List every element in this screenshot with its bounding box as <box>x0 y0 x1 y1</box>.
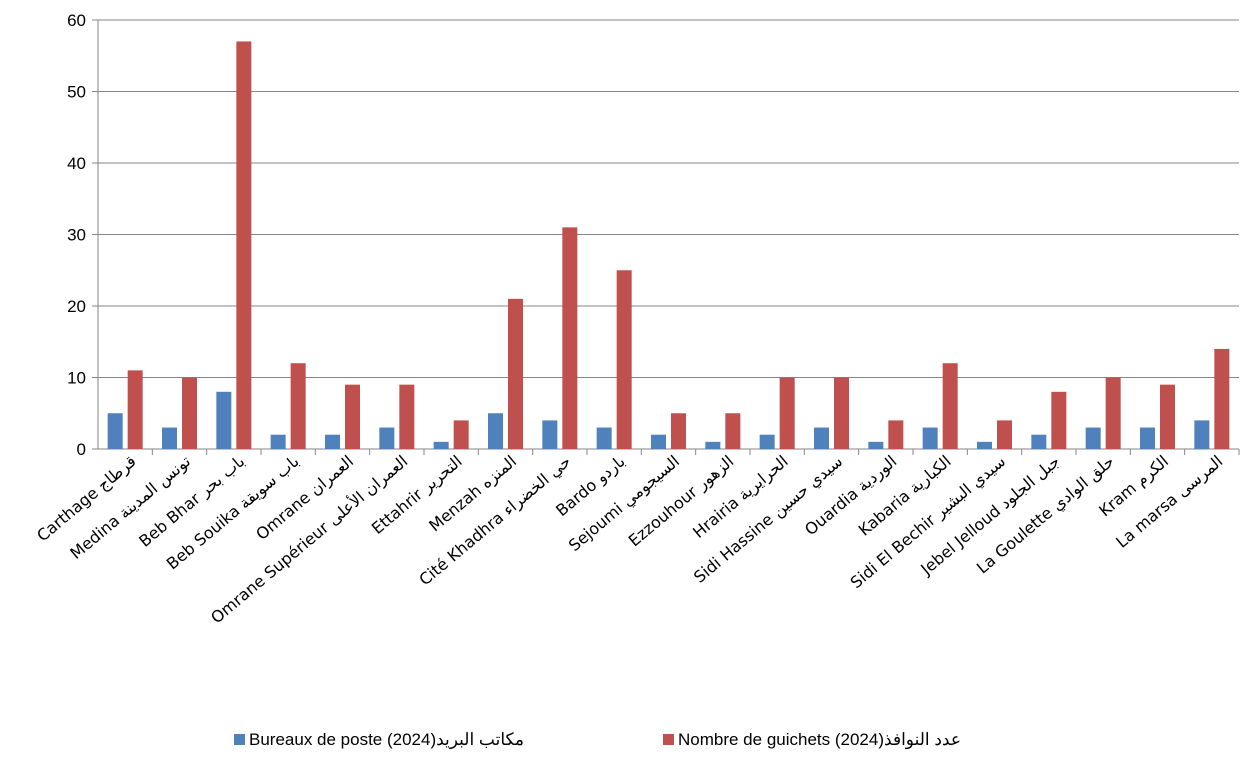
y-tick-label: 20 <box>67 297 86 316</box>
bar-bureaux <box>1085 427 1101 449</box>
bar-guichets <box>779 377 795 449</box>
y-tick-label: 0 <box>77 440 86 459</box>
bar-bureaux <box>379 427 395 449</box>
bar-bureaux <box>107 413 123 449</box>
y-tick-label: 10 <box>67 369 86 388</box>
legend-label-guichets: Nombre de guichets (2024)عدد النوافذ <box>678 730 961 750</box>
bar-guichets <box>1051 391 1067 449</box>
legend-swatch-guichets <box>663 734 674 745</box>
bar-bureaux <box>759 434 775 449</box>
bar-bureaux <box>651 434 666 449</box>
bar-guichets <box>290 363 306 449</box>
legend-label-bureaux: Bureaux de poste (2024)مكاتب البريد <box>249 730 524 750</box>
bar-bureaux <box>325 434 340 449</box>
bar-bureaux <box>1194 420 1210 449</box>
bar-bureaux <box>162 427 177 449</box>
legend-swatch-bureaux <box>234 734 245 745</box>
bar-guichets <box>1160 384 1175 449</box>
bar-bureaux <box>868 441 884 449</box>
x-category-label: Omrane Supérieur العمران الأعلى <box>206 451 412 628</box>
bar-bureaux <box>596 427 612 449</box>
y-tick-label: 30 <box>67 226 86 245</box>
bar-guichets <box>399 384 415 449</box>
y-tick-label: 50 <box>67 83 86 102</box>
bar-bureaux <box>1031 434 1047 449</box>
bar-guichets <box>182 377 197 449</box>
y-tick-label: 60 <box>67 11 86 30</box>
bar-bureaux <box>705 441 721 449</box>
bar-bureaux <box>270 434 286 449</box>
bar-guichets <box>616 270 632 449</box>
bar-guichets <box>942 363 958 449</box>
bar-bureaux <box>216 391 232 449</box>
x-category-label: Kabaria الكبارية <box>855 452 956 541</box>
bar-bureaux <box>814 427 829 449</box>
bar-bureaux <box>542 420 558 449</box>
bar-guichets <box>562 227 578 449</box>
bar-guichets <box>1214 348 1230 449</box>
bar-bureaux <box>922 427 938 449</box>
bar-guichets <box>725 413 741 449</box>
x-category-label: Ouardia الوردية <box>801 452 901 540</box>
bar-bureaux <box>433 441 449 449</box>
bar-guichets <box>453 420 469 449</box>
y-tick-label: 40 <box>67 154 86 173</box>
bar-bureaux <box>977 441 992 449</box>
bar-guichets <box>508 298 523 449</box>
bar-guichets <box>236 41 252 449</box>
bar-guichets <box>1105 377 1121 449</box>
bar-guichets <box>127 370 143 449</box>
bar-guichets <box>888 420 904 449</box>
bar-guichets <box>671 413 686 449</box>
bar-guichets <box>997 420 1012 449</box>
bar-bureaux <box>1140 427 1155 449</box>
bar-guichets <box>834 377 849 449</box>
bar-guichets <box>345 384 360 449</box>
bar-bureaux <box>488 413 503 449</box>
